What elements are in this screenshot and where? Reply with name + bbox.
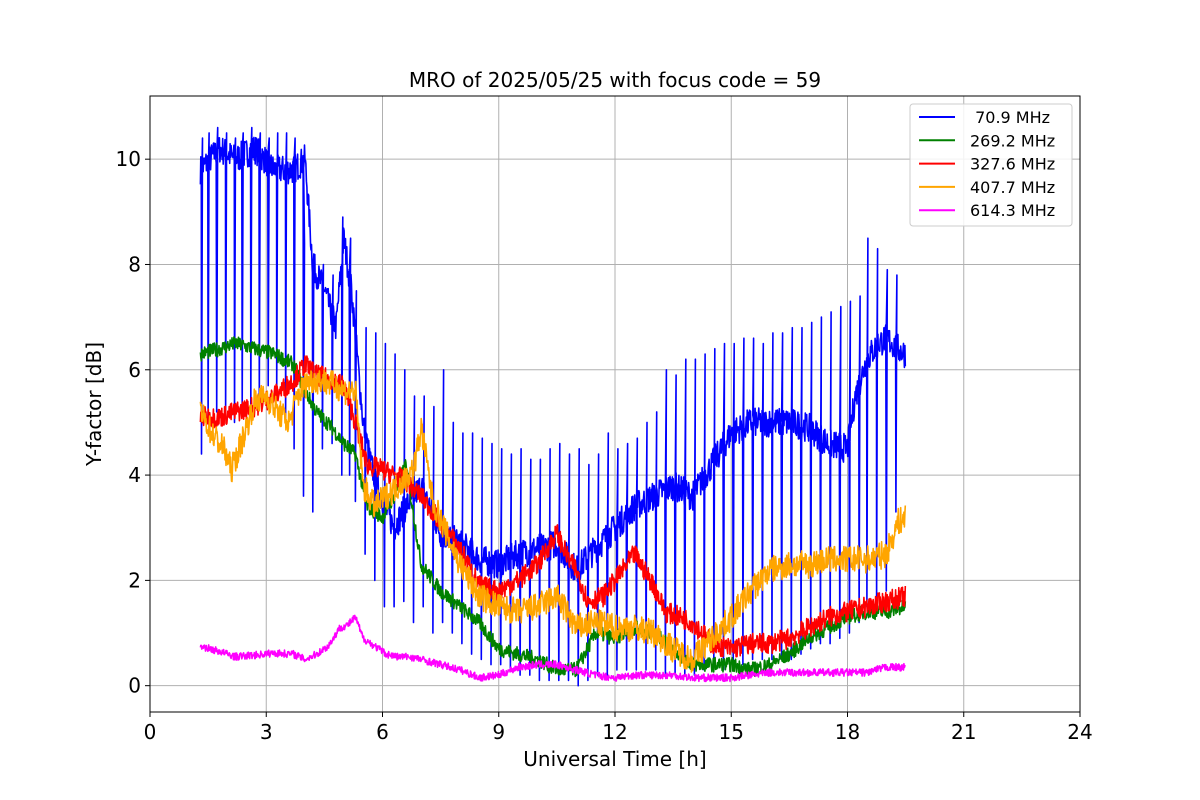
legend-label: 327.6 MHz [970,155,1055,174]
x-axis-label: Universal Time [h] [523,747,706,771]
series-3 [199,369,907,673]
y-tick-label: 2 [128,568,141,592]
legend-label: 407.7 MHz [970,178,1055,197]
legend: 70.9 MHz 269.2 MHz 327.6 MHz 407.7 MHz 614.3… [909,103,1073,227]
x-tick-label: 6 [376,720,389,744]
legend-box [909,103,1073,227]
plot-series [199,126,907,687]
x-tick-label: 9 [492,720,505,744]
x-tick-label: 15 [719,720,744,744]
y-tick-label: 0 [128,674,141,698]
series-4 [199,614,906,683]
x-tick-label: 3 [260,720,273,744]
y-tick-label: 10 [116,147,141,171]
x-tick-label: 0 [144,720,157,744]
series-1 [199,336,907,678]
y-tick-label: 6 [128,358,141,382]
y-axis-label: Y-factor [dB] [82,342,106,467]
x-tick-label: 21 [951,720,976,744]
legend-label: 70.9 MHz [970,108,1050,127]
x-tick-label: 24 [1067,720,1092,744]
y-tick-label: 8 [128,252,141,276]
y-tick-label: 4 [128,463,141,487]
series-line [199,336,907,678]
legend-items: 70.9 MHz 269.2 MHz 327.6 MHz 407.7 MHz 614.3… [919,108,1055,220]
legend-label: 614.3 MHz [970,201,1055,220]
x-tick-label: 12 [602,720,627,744]
series-line [199,614,906,683]
x-tick-label: 18 [835,720,860,744]
chart-title: MRO of 2025/05/25 with focus code = 59 [409,68,821,92]
series-line [199,369,907,673]
legend-label: 269.2 MHz [970,131,1055,150]
